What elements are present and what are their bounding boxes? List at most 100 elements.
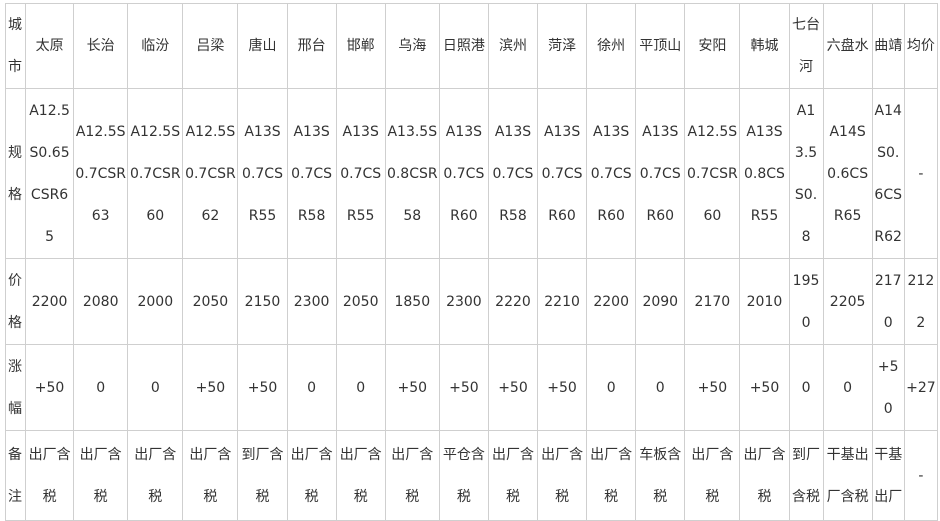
- city-cell: 均价: [903, 3, 939, 89]
- coke-price-table: 城市 太原 长治 临汾 吕梁 唐山 邢台 邯郸 乌海 日照港 滨州 菏泽 徐州 平顶山 安阳 韩城 七台河 六盘水…: [4, 3, 939, 521]
- city-cell: 乌海: [384, 3, 440, 89]
- row-label: 价格: [4, 258, 27, 345]
- remark-cell: 出厂含税: [684, 430, 741, 521]
- spec-cell: A13S0.7CSR60: [635, 88, 686, 259]
- change-cell: 0: [335, 344, 386, 431]
- city-row: 城市 太原 长治 临汾 吕梁 唐山 邢台 邯郸 乌海 日照港 滨州 菏泽 徐州 平顶山 安阳 韩城 七台河 六盘水…: [4, 3, 939, 89]
- price-cell: 1850: [384, 258, 440, 345]
- price-cell: 2150: [237, 258, 288, 345]
- change-cell: 0: [788, 344, 824, 431]
- spec-cell: -: [903, 88, 939, 259]
- row-label: 城市: [4, 3, 27, 89]
- price-cell: 2300: [286, 258, 337, 345]
- price-cell: 2200: [25, 258, 75, 345]
- row-label: 备注: [4, 430, 27, 521]
- price-cell: 2170: [871, 258, 905, 345]
- change-cell: +27: [903, 344, 939, 431]
- change-cell: +50: [871, 344, 905, 431]
- price-cell: 2200: [586, 258, 637, 345]
- city-cell: 菏泽: [537, 3, 588, 89]
- change-cell: 0: [73, 344, 129, 431]
- city-cell: 徐州: [586, 3, 637, 89]
- city-cell: 平顶山: [635, 3, 686, 89]
- spec-cell: A12.5S0.7CSR62: [182, 88, 239, 259]
- price-cell: 2010: [739, 258, 790, 345]
- remark-cell: 到厂含税: [237, 430, 288, 521]
- spec-cell: A13S0.8CSR55: [739, 88, 790, 259]
- remark-cell: 到厂含税: [788, 430, 824, 521]
- remark-cell: 出厂含税: [537, 430, 588, 521]
- spec-cell: A12.5S0.7CSR60: [684, 88, 741, 259]
- city-cell: 太原: [25, 3, 75, 89]
- city-cell: 邯郸: [335, 3, 386, 89]
- spec-row: 规格 A12.5S0.65CSR65 A12.5S0.7CSR63 A12.5S0.7…: [4, 88, 939, 259]
- spec-cell: A14S0.6CSR65: [822, 88, 873, 259]
- remark-cell: 出厂含税: [586, 430, 637, 521]
- price-cell: 2220: [487, 258, 539, 345]
- city-cell: 唐山: [237, 3, 288, 89]
- change-cell: +50: [237, 344, 288, 431]
- spec-cell: A13S0.7CSR60: [586, 88, 637, 259]
- remark-cell: 出厂含税: [182, 430, 239, 521]
- price-cell: 2205: [822, 258, 873, 345]
- price-cell: 2090: [635, 258, 686, 345]
- city-cell: 邢台: [286, 3, 337, 89]
- remark-cell: 出厂含税: [286, 430, 337, 521]
- remark-cell: 出厂含税: [739, 430, 790, 521]
- change-cell: 0: [286, 344, 337, 431]
- city-cell: 曲靖: [871, 3, 905, 89]
- change-cell: 0: [635, 344, 686, 431]
- remark-cell: 出厂含税: [487, 430, 539, 521]
- change-cell: 0: [127, 344, 184, 431]
- price-row: 价格 2200 2080 2000 2050 2150 2300 2050 1850 2300 22…: [4, 258, 939, 345]
- change-cell: +50: [487, 344, 539, 431]
- change-cell: +50: [384, 344, 440, 431]
- change-cell: 0: [822, 344, 873, 431]
- remark-cell: 平仓含税: [438, 430, 489, 521]
- remark-cell: 干基出厂: [871, 430, 905, 521]
- city-cell: 滨州: [487, 3, 539, 89]
- price-cell: 2050: [182, 258, 239, 345]
- spec-cell: A14S0.6CSR62: [871, 88, 905, 259]
- price-cell: 2050: [335, 258, 386, 345]
- change-row: 涨幅 +50 0 0 +50 +50 0 0 +50 +50 +50 +50 0 0 +50 +50 0 0 +50…: [4, 344, 939, 431]
- remark-cell: 出厂含税: [335, 430, 386, 521]
- spec-cell: A13.5S0.8: [788, 88, 824, 259]
- price-cell: 2000: [127, 258, 184, 345]
- remark-cell: 出厂含税: [127, 430, 184, 521]
- city-cell: 日照港: [438, 3, 489, 89]
- spec-cell: A13.5S0.8CSR58: [384, 88, 440, 259]
- row-label: 规格: [4, 88, 27, 259]
- spec-cell: A12.5S0.7CSR60: [127, 88, 184, 259]
- city-cell: 吕梁: [182, 3, 239, 89]
- city-cell: 韩城: [739, 3, 790, 89]
- change-cell: +50: [25, 344, 75, 431]
- change-cell: +50: [438, 344, 489, 431]
- change-cell: 0: [586, 344, 637, 431]
- change-cell: +50: [537, 344, 588, 431]
- spec-cell: A13S0.7CSR60: [537, 88, 588, 259]
- price-cell: 2300: [438, 258, 489, 345]
- spec-cell: A12.5S0.65CSR65: [25, 88, 75, 259]
- remark-cell: 车板含税: [635, 430, 686, 521]
- spec-cell: A13S0.7CSR55: [335, 88, 386, 259]
- remark-cell: 出厂含税: [384, 430, 440, 521]
- city-cell: 七台河: [788, 3, 824, 89]
- change-cell: +50: [739, 344, 790, 431]
- remark-cell: 出厂含税: [25, 430, 75, 521]
- remark-row: 备注 出厂含税 出厂含税 出厂含税 出厂含税 到厂含税 出厂含税 出厂含税 出厂含税 平仓含税 出厂…: [4, 430, 939, 521]
- remark-cell: 干基出厂含税: [822, 430, 873, 521]
- change-cell: +50: [684, 344, 741, 431]
- spec-cell: A13S0.7CSR58: [286, 88, 337, 259]
- row-label: 涨幅: [4, 344, 27, 431]
- spec-cell: A12.5S0.7CSR63: [73, 88, 129, 259]
- city-cell: 临汾: [127, 3, 184, 89]
- change-cell: +50: [182, 344, 239, 431]
- city-cell: 六盘水: [822, 3, 873, 89]
- price-cell: 2210: [537, 258, 588, 345]
- price-cell: 2080: [73, 258, 129, 345]
- price-cell: 2122: [903, 258, 939, 345]
- city-cell: 安阳: [684, 3, 741, 89]
- spec-cell: A13S0.7CSR55: [237, 88, 288, 259]
- remark-cell: 出厂含税: [73, 430, 129, 521]
